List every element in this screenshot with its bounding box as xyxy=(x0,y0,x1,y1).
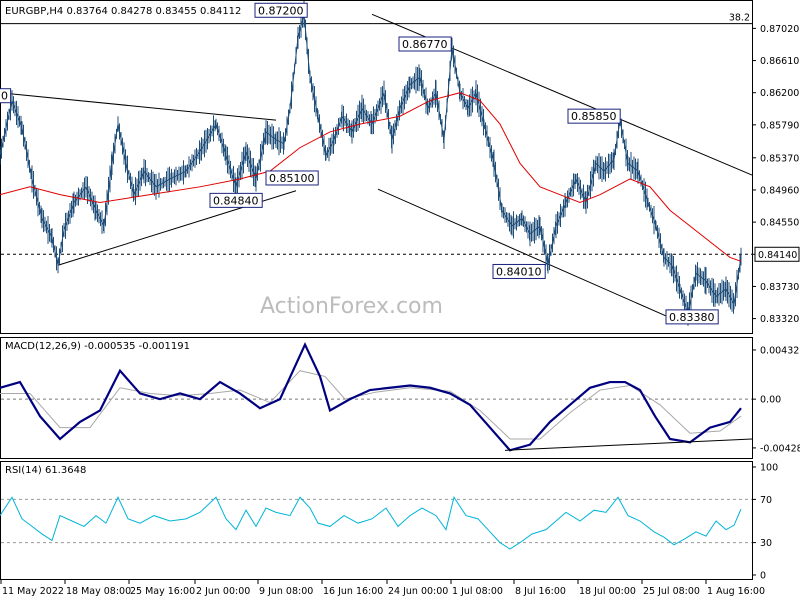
rsi-path xyxy=(0,496,742,550)
current-price-box xyxy=(754,246,800,262)
time-tick-label: 25 Jul 08:00 xyxy=(643,586,700,597)
time-tick-label: 11 May 2022 xyxy=(2,586,64,597)
rsi-panel: RSI(14) 61.3648 100 70 30 0 xyxy=(0,461,778,582)
time-tick-label: 24 Jun 00:00 xyxy=(388,586,448,597)
macd-tick-label: 0.004325 xyxy=(760,345,800,356)
rsi-line xyxy=(0,496,742,550)
time-tick-label: 16 Jun 16:00 xyxy=(323,586,383,597)
annotation-box xyxy=(254,2,308,18)
price-trendline xyxy=(0,92,277,121)
time-tick-label: 18 Jul 00:00 xyxy=(579,586,636,597)
annotation-label: 0.86770 xyxy=(398,36,452,52)
annotation-text: 0.86770 xyxy=(402,38,448,51)
annotation-text: 0.85850 xyxy=(571,110,617,123)
annotation-box xyxy=(665,309,719,325)
annotation-box xyxy=(209,192,263,208)
annotation-text: 0 xyxy=(1,90,8,103)
annotation-label: 0.84010 xyxy=(492,263,546,279)
price-header: EURGBP,H4 0.83764 0.84278 0.83455 0.8411… xyxy=(5,6,241,17)
macd-header: MACD(12,26,9) -0.000535 -0.001191 xyxy=(5,341,190,352)
price-annotations: 0.87200 0.86770 0.85850 0.85100 0.84840 0.840… xyxy=(0,2,719,325)
rsi-tick-label: 70 xyxy=(760,495,772,506)
time-tick-label: 18 May 08:00 xyxy=(66,586,131,597)
price-axis: 0.87020 0.86610 0.86200 0.85790 0.85370 0.849… xyxy=(752,24,799,325)
annotation-box xyxy=(567,108,621,124)
price-tick-label: 0.83730 xyxy=(760,282,799,293)
annotation-text: 0.85100 xyxy=(269,172,315,185)
price-tick-label: 0.85370 xyxy=(760,153,799,164)
rsi-tick-label: 0 xyxy=(760,571,766,582)
annotation-label: 0.87200 xyxy=(254,2,308,18)
price-tick-label: 0.87020 xyxy=(760,24,799,35)
time-tick-label: 25 May 16:00 xyxy=(130,586,195,597)
price-tick-label: 0.86200 xyxy=(760,88,799,99)
annotation-label: 0 xyxy=(0,88,12,104)
annotation-box xyxy=(265,170,319,186)
time-tick-label: 8 Jul 16:00 xyxy=(515,586,566,597)
macd-tick-label: -0.004288 xyxy=(760,443,800,454)
annotation-label: 0.83380 xyxy=(665,309,719,325)
price-trendline xyxy=(377,188,673,320)
macd-line xyxy=(0,341,742,452)
rsi-tick-label: 100 xyxy=(760,463,778,474)
rsi-tick-label: 30 xyxy=(760,538,772,549)
annotation-text: 0.83380 xyxy=(669,311,715,324)
annotation-box xyxy=(0,88,12,104)
ma-line xyxy=(0,92,742,262)
rsi-levels xyxy=(1,498,752,544)
annotation-label: 0.85100 xyxy=(265,170,319,186)
macd-tick-label: 0.00 xyxy=(760,395,781,406)
price-tick-label: 0.85790 xyxy=(760,120,799,131)
time-tick-label: 9 Jun 08:00 xyxy=(259,586,313,597)
annotation-box xyxy=(398,36,452,52)
current-price-tag: 0.84140 xyxy=(754,246,800,262)
annotation-label: 0.85850 xyxy=(567,108,621,124)
moving-average xyxy=(0,92,742,262)
annotation-box xyxy=(492,263,546,279)
macd-trend-line xyxy=(504,438,753,451)
price-tick-label: 0.86610 xyxy=(760,56,799,67)
fib-level: 38.2 xyxy=(1,13,752,25)
price-tick-label: 0.83320 xyxy=(760,314,799,325)
time-tick-label: 2 Jun 00:00 xyxy=(196,586,250,597)
price-panel: EURGBP,H4 0.83764 0.84278 0.83455 0.8411… xyxy=(0,0,800,334)
annotation-text: 0.87200 xyxy=(258,4,304,17)
macd-path xyxy=(0,341,742,452)
watermark: ActionForex.com xyxy=(260,294,443,319)
macd-trendline xyxy=(504,438,753,451)
current-price-text: 0.84140 xyxy=(758,250,797,261)
time-tick-label: 1 Aug 16:00 xyxy=(707,586,765,597)
rsi-header: RSI(14) 61.3648 xyxy=(5,465,86,476)
macd-panel: MACD(12,26,9) -0.000535 -0.001191 0.0043… xyxy=(0,337,800,459)
macd-axis: 0.004325 0.00 -0.004288 xyxy=(1,345,800,454)
annotation-label: 0.84840 xyxy=(209,192,263,208)
price-tick-label: 0.84550 xyxy=(760,218,799,229)
price-tick-label: 0.84960 xyxy=(760,185,799,196)
time-tick-label: 1 Jul 08:00 xyxy=(452,586,503,597)
annotation-text: 0.84010 xyxy=(496,265,542,278)
annotation-text: 0.84840 xyxy=(213,194,259,207)
price-line xyxy=(0,14,742,315)
rsi-axis: 100 70 30 0 xyxy=(752,463,778,582)
fib-label: 38.2 xyxy=(729,13,750,24)
